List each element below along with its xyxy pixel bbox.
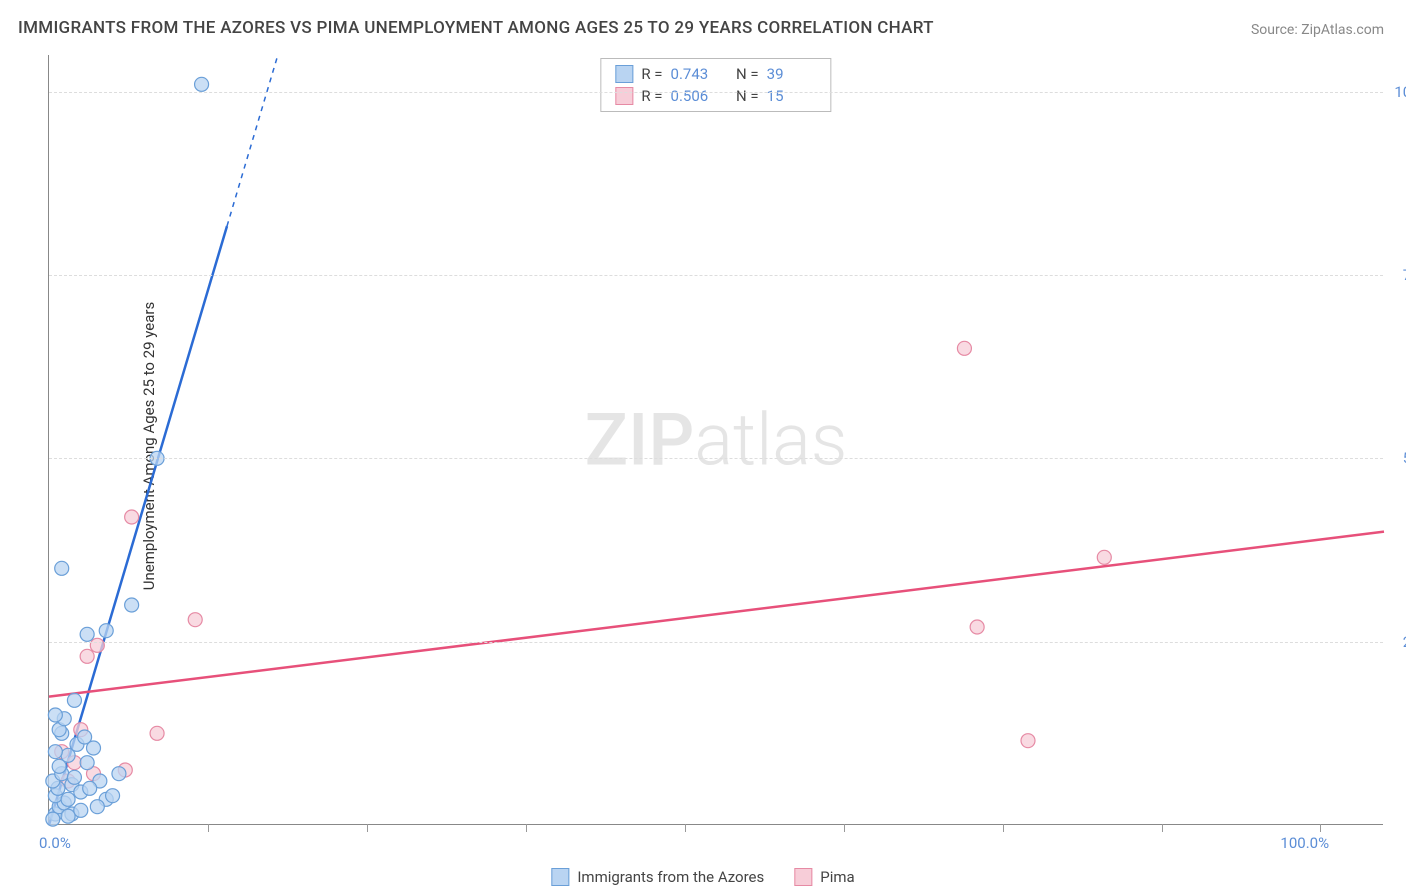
scatter-point — [80, 627, 94, 641]
scatter-point — [106, 789, 120, 803]
legend-swatch — [615, 87, 633, 105]
scatter-point — [74, 803, 88, 817]
scatter-point — [957, 341, 971, 355]
n-value: 15 — [767, 87, 817, 105]
r-label: R = — [641, 87, 662, 105]
chart-title: IMMIGRANTS FROM THE AZORES VS PIMA UNEMP… — [18, 18, 934, 38]
source-value: ZipAtlas.com — [1301, 22, 1384, 38]
scatter-point — [90, 800, 104, 814]
legend-stats-row: R = 0.506 N = 15 — [615, 85, 816, 107]
gridline-h — [49, 458, 1383, 459]
scatter-point — [112, 767, 126, 781]
x-tick — [685, 824, 686, 832]
x-tick — [1162, 824, 1163, 832]
legend-item: Immigrants from the Azores — [551, 868, 764, 886]
plot-area: ZIPatlas R =0.743 N =39R =0.506 N =15 25… — [48, 55, 1383, 825]
scatter-point — [970, 620, 984, 634]
scatter-point — [48, 708, 62, 722]
scatter-point — [1097, 550, 1111, 564]
scatter-point — [61, 792, 75, 806]
x-tick — [526, 824, 527, 832]
scatter-point — [90, 638, 104, 652]
legend-stats-row: R = 0.743 N = 39 — [615, 63, 816, 85]
scatter-point — [125, 598, 139, 612]
scatter-point — [48, 745, 62, 759]
scatter-point — [55, 561, 69, 575]
gridline-h — [49, 275, 1383, 276]
scatter-point — [83, 781, 97, 795]
scatter-point — [78, 730, 92, 744]
plot-svg — [49, 55, 1383, 824]
legend-label: Immigrants from the Azores — [577, 868, 764, 886]
scatter-point — [1021, 734, 1035, 748]
regression-line — [49, 532, 1384, 697]
scatter-point — [67, 770, 81, 784]
r-value: 0.743 — [671, 65, 721, 83]
scatter-point — [61, 809, 75, 823]
r-label: R = — [641, 65, 662, 83]
legend-item: Pima — [794, 868, 854, 886]
n-value: 39 — [767, 65, 817, 83]
source-attribution: Source: ZipAtlas.com — [1251, 22, 1384, 38]
legend-swatch — [794, 868, 812, 886]
x-tick — [367, 824, 368, 832]
legend-swatch — [615, 65, 633, 83]
gridline-h — [49, 642, 1383, 643]
x-tick-label: 100.0% — [1280, 834, 1329, 852]
y-tick-label: 100.0% — [1394, 83, 1406, 101]
legend-label: Pima — [820, 868, 854, 886]
regression-line-dashed — [227, 55, 278, 226]
n-label: N = — [729, 87, 759, 105]
x-tick-label: 0.0% — [39, 834, 71, 852]
x-tick — [1320, 824, 1321, 832]
scatter-point — [46, 812, 60, 826]
scatter-point — [99, 624, 113, 638]
scatter-point — [80, 756, 94, 770]
scatter-point — [67, 693, 81, 707]
n-label: N = — [729, 65, 759, 83]
x-tick — [1003, 824, 1004, 832]
gridline-h — [49, 92, 1383, 93]
source-label: Source: — [1251, 22, 1298, 38]
r-value: 0.506 — [671, 87, 721, 105]
legend-swatch — [551, 868, 569, 886]
scatter-point — [150, 726, 164, 740]
scatter-point — [188, 613, 202, 627]
scatter-point — [195, 77, 209, 91]
scatter-point — [125, 510, 139, 524]
x-tick — [208, 824, 209, 832]
legend-stats-box: R = 0.743 N = 39 R = 0.506 N = 15 — [600, 58, 831, 112]
x-tick — [844, 824, 845, 832]
scatter-point — [80, 649, 94, 663]
legend-bottom: Immigrants from the Azores Pima — [551, 868, 854, 886]
